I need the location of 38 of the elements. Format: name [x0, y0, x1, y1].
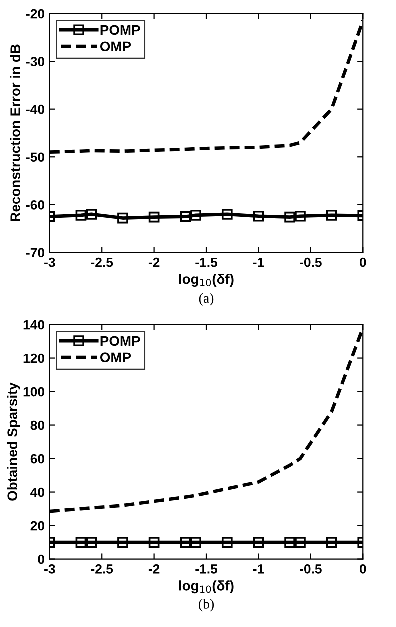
x-tick-label: -1.5	[196, 258, 218, 268]
y-tick-label: -40	[26, 104, 44, 114]
y-tick-label: -60	[26, 200, 44, 210]
y-tick-label: 60	[30, 454, 44, 464]
y-tick-label: 0	[38, 554, 44, 564]
x-tick-label: -1	[253, 564, 264, 574]
text: (a)	[199, 293, 214, 306]
x-tick-label: 0	[360, 258, 366, 268]
x-tick-label: -3	[44, 564, 56, 574]
y-tick-label: -30	[26, 57, 44, 66]
x-tick-label: -0.5	[300, 258, 322, 268]
y-tick-label: -70	[26, 248, 44, 258]
legend-label: OMP	[100, 352, 132, 363]
x-tick-label: -3	[44, 258, 56, 268]
y-tick-label: 40	[30, 488, 44, 498]
x-axis-title: log$_{10}$(δf)	[179, 274, 234, 288]
legend-label: POMP	[100, 336, 140, 346]
x-tick-label: -2	[148, 258, 160, 268]
x-tick-label: -1	[253, 258, 264, 268]
y-axis-title: Obtained Sparsity	[7, 382, 20, 501]
x-tick-label: -2	[148, 564, 160, 574]
y-tick-label: 80	[30, 420, 44, 430]
y-tick-label: 140	[24, 320, 44, 330]
text: (b)	[199, 599, 214, 612]
y-tick-label: -50	[26, 152, 44, 162]
x-tick-label: -1.5	[196, 564, 218, 574]
x-tick-label: -0.5	[300, 564, 322, 574]
y-tick-label: 100	[24, 387, 44, 397]
x-tick-label: 0	[360, 564, 366, 574]
legend-label: POMP	[100, 25, 140, 36]
y-tick-label: 120	[24, 354, 44, 364]
legend-label: OMP	[100, 42, 132, 52]
y-tick-label: 20	[30, 521, 44, 531]
x-tick-label: -2.5	[91, 564, 114, 574]
y-axis-title: Reconstruction Error in dB	[10, 44, 20, 222]
x-axis-title: log$_{10}$(δf)	[179, 580, 234, 594]
x-tick-label: -2.5	[91, 258, 114, 268]
y-tick-label: -20	[26, 9, 44, 19]
